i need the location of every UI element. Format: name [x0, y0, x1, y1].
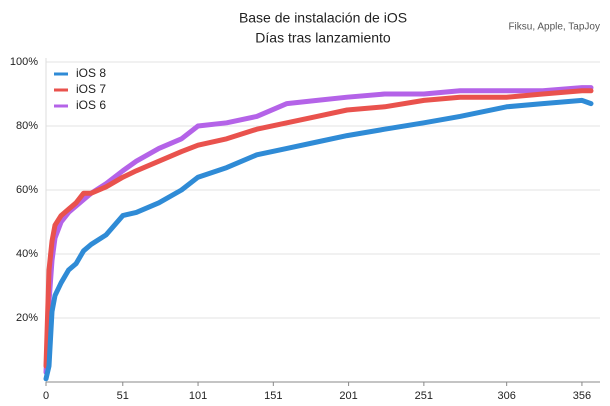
legend-label: iOS 8	[76, 66, 106, 80]
series-line	[43, 88, 594, 369]
y-tick-label: 40%	[16, 248, 38, 260]
x-tick-label: 51	[117, 390, 129, 402]
x-tick-label: 0	[43, 390, 49, 402]
series-line	[43, 97, 594, 382]
y-tick-label: 80%	[16, 120, 38, 132]
chart-subtitle: Días tras lanzamiento	[255, 30, 391, 46]
x-tick-label: 356	[573, 390, 591, 402]
x-tick-label: 101	[189, 390, 207, 402]
legend-label: iOS 7	[76, 82, 106, 96]
series-line	[43, 85, 594, 375]
chart-title: Base de instalación de iOS	[239, 10, 407, 26]
y-tick-label: 60%	[16, 184, 38, 196]
x-tick-label: 251	[415, 390, 433, 402]
x-tick-label: 306	[497, 390, 515, 402]
y-tick-label: 20%	[16, 312, 38, 324]
source: Fiksu, Apple, TapJoy	[508, 22, 600, 33]
legend-label: iOS 6	[76, 98, 106, 112]
x-tick-label: 201	[339, 390, 357, 402]
y-tick-label: 100%	[10, 56, 38, 68]
x-tick-label: 151	[264, 390, 282, 402]
